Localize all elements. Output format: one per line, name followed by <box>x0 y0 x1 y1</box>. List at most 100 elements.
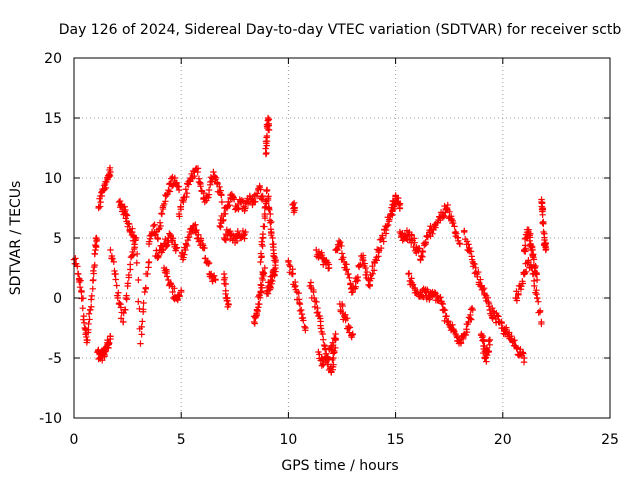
data-point <box>197 183 204 190</box>
data-point <box>529 246 536 254</box>
data-point <box>301 323 308 330</box>
data-point <box>138 323 145 331</box>
data-point <box>459 335 467 343</box>
data-point <box>295 289 302 297</box>
data-point <box>484 348 492 355</box>
data-point <box>468 316 475 323</box>
data-point <box>483 344 491 352</box>
data-point <box>538 318 545 326</box>
data-point <box>259 276 266 284</box>
data-point <box>80 319 88 327</box>
data-point <box>91 241 99 249</box>
data-point <box>137 340 144 347</box>
data-point <box>222 280 230 288</box>
data-point <box>257 186 264 193</box>
y-axis-ticks: -10 -5 0 5 10 15 20 <box>39 51 610 427</box>
data-point <box>250 318 258 326</box>
data-point <box>123 212 131 219</box>
data-point <box>121 203 128 210</box>
data-point <box>264 117 272 124</box>
data-point <box>90 267 97 275</box>
data-point <box>300 317 307 324</box>
data-point <box>338 242 345 250</box>
data-point <box>241 207 248 214</box>
data-point <box>431 289 439 296</box>
data-point <box>145 258 153 266</box>
data-point <box>317 325 325 332</box>
data-point <box>513 294 521 302</box>
data-point <box>107 168 114 176</box>
data-point <box>291 204 299 212</box>
data-point <box>261 210 269 218</box>
data-point <box>533 295 541 302</box>
data-point <box>120 318 127 326</box>
data-point <box>265 193 272 200</box>
data-point <box>289 270 296 277</box>
data-point <box>345 322 352 330</box>
data-point <box>532 262 539 270</box>
data-point <box>76 283 84 291</box>
data-point <box>330 341 337 349</box>
data-points <box>70 114 550 376</box>
data-point <box>86 316 93 323</box>
data-point <box>531 282 538 290</box>
data-point <box>418 252 425 260</box>
x-tick-label: 10 <box>279 432 297 448</box>
data-point <box>514 345 521 352</box>
data-point <box>411 239 418 246</box>
data-point <box>438 300 446 307</box>
data-point <box>494 312 501 319</box>
data-point <box>178 288 185 296</box>
data-point <box>107 333 114 340</box>
data-point <box>155 253 162 260</box>
data-point <box>346 324 354 331</box>
data-point <box>518 283 525 290</box>
data-point <box>191 228 199 235</box>
data-point <box>205 194 212 201</box>
data-point <box>89 285 96 292</box>
data-point <box>270 240 277 248</box>
data-point <box>155 226 162 233</box>
data-point <box>259 192 266 200</box>
data-point <box>91 250 98 258</box>
data-point <box>130 251 137 259</box>
data-point <box>343 315 351 322</box>
data-point <box>201 198 208 206</box>
data-point <box>469 306 476 314</box>
data-point <box>263 186 271 194</box>
data-point <box>354 273 361 281</box>
data-point <box>253 312 260 320</box>
data-point <box>461 227 468 234</box>
data-point <box>123 292 130 299</box>
data-point <box>138 331 145 338</box>
data-point <box>187 230 195 237</box>
data-point <box>230 196 238 203</box>
data-point <box>175 186 183 194</box>
data-point <box>314 304 321 312</box>
data-point <box>349 330 356 338</box>
y-tick-label: 10 <box>44 171 62 187</box>
data-point <box>335 237 343 245</box>
data-point <box>296 300 304 308</box>
data-point <box>79 304 86 312</box>
data-point <box>343 266 351 273</box>
data-point <box>177 206 185 213</box>
data-point <box>520 350 527 357</box>
data-point <box>181 251 188 258</box>
data-point <box>141 288 148 296</box>
data-point <box>79 295 87 302</box>
data-point <box>485 338 492 345</box>
data-point <box>108 252 116 260</box>
data-point <box>380 238 387 245</box>
x-axis-title: GPS time / hours <box>281 458 398 474</box>
x-tick-label: 25 <box>601 432 619 448</box>
data-point <box>538 199 546 206</box>
data-point <box>522 268 530 276</box>
data-point <box>261 223 268 230</box>
data-point <box>369 262 376 270</box>
data-point <box>197 237 205 244</box>
data-point <box>140 306 147 313</box>
data-point <box>254 307 261 315</box>
data-point <box>93 234 100 242</box>
data-point <box>361 260 368 267</box>
